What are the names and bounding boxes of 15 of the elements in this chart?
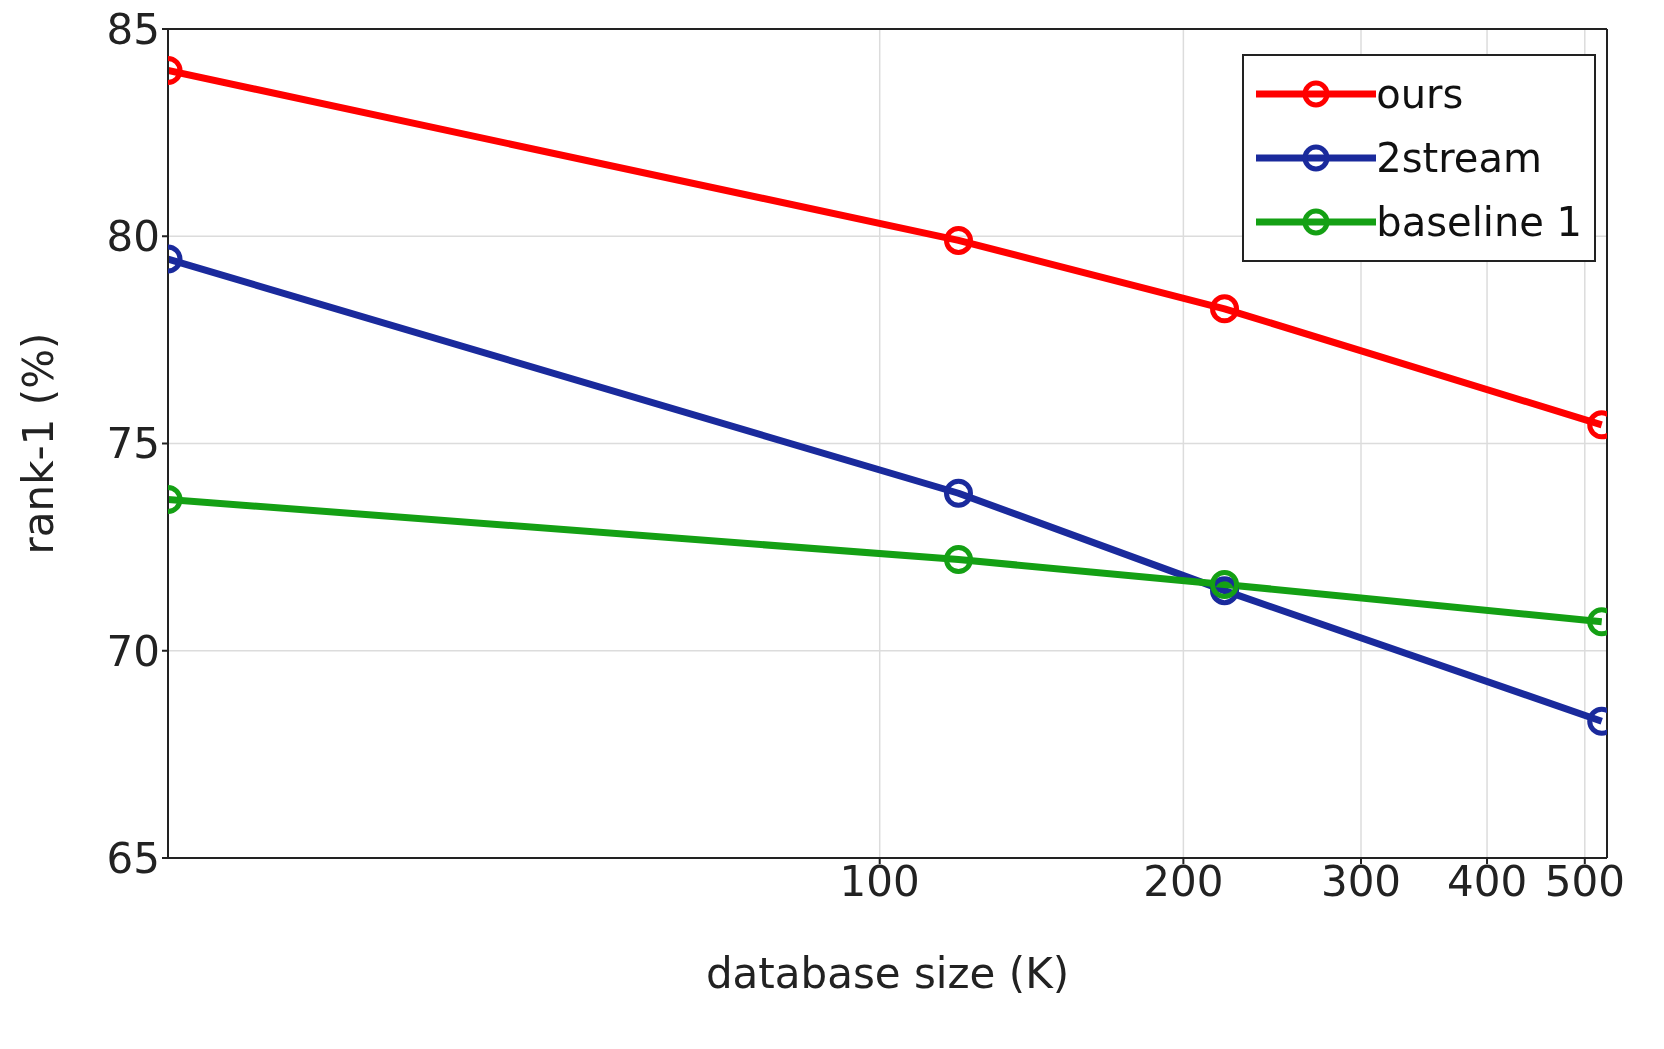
x-tick-label: 300 (1320, 856, 1402, 906)
x-tick-label: 400 (1446, 856, 1528, 906)
legend-label: baseline 1 (1376, 198, 1582, 247)
legend-label: ours (1376, 70, 1464, 119)
y-tick-label: 70 (106, 626, 160, 676)
y-axis-title: rank-1 (%) (13, 332, 63, 555)
y-tick-label: 80 (106, 212, 160, 262)
y-tick-label: 75 (106, 419, 160, 469)
legend-label: 2stream (1376, 134, 1542, 183)
x-tick-label: 100 (839, 856, 920, 906)
x-axis-title: database size (K) (705, 949, 1070, 998)
y-tick-label: 85 (106, 4, 160, 54)
x-tick-label: 500 (1544, 856, 1625, 906)
x-tick-label: 200 (1143, 856, 1224, 906)
y-tick-label: 65 (106, 833, 160, 883)
